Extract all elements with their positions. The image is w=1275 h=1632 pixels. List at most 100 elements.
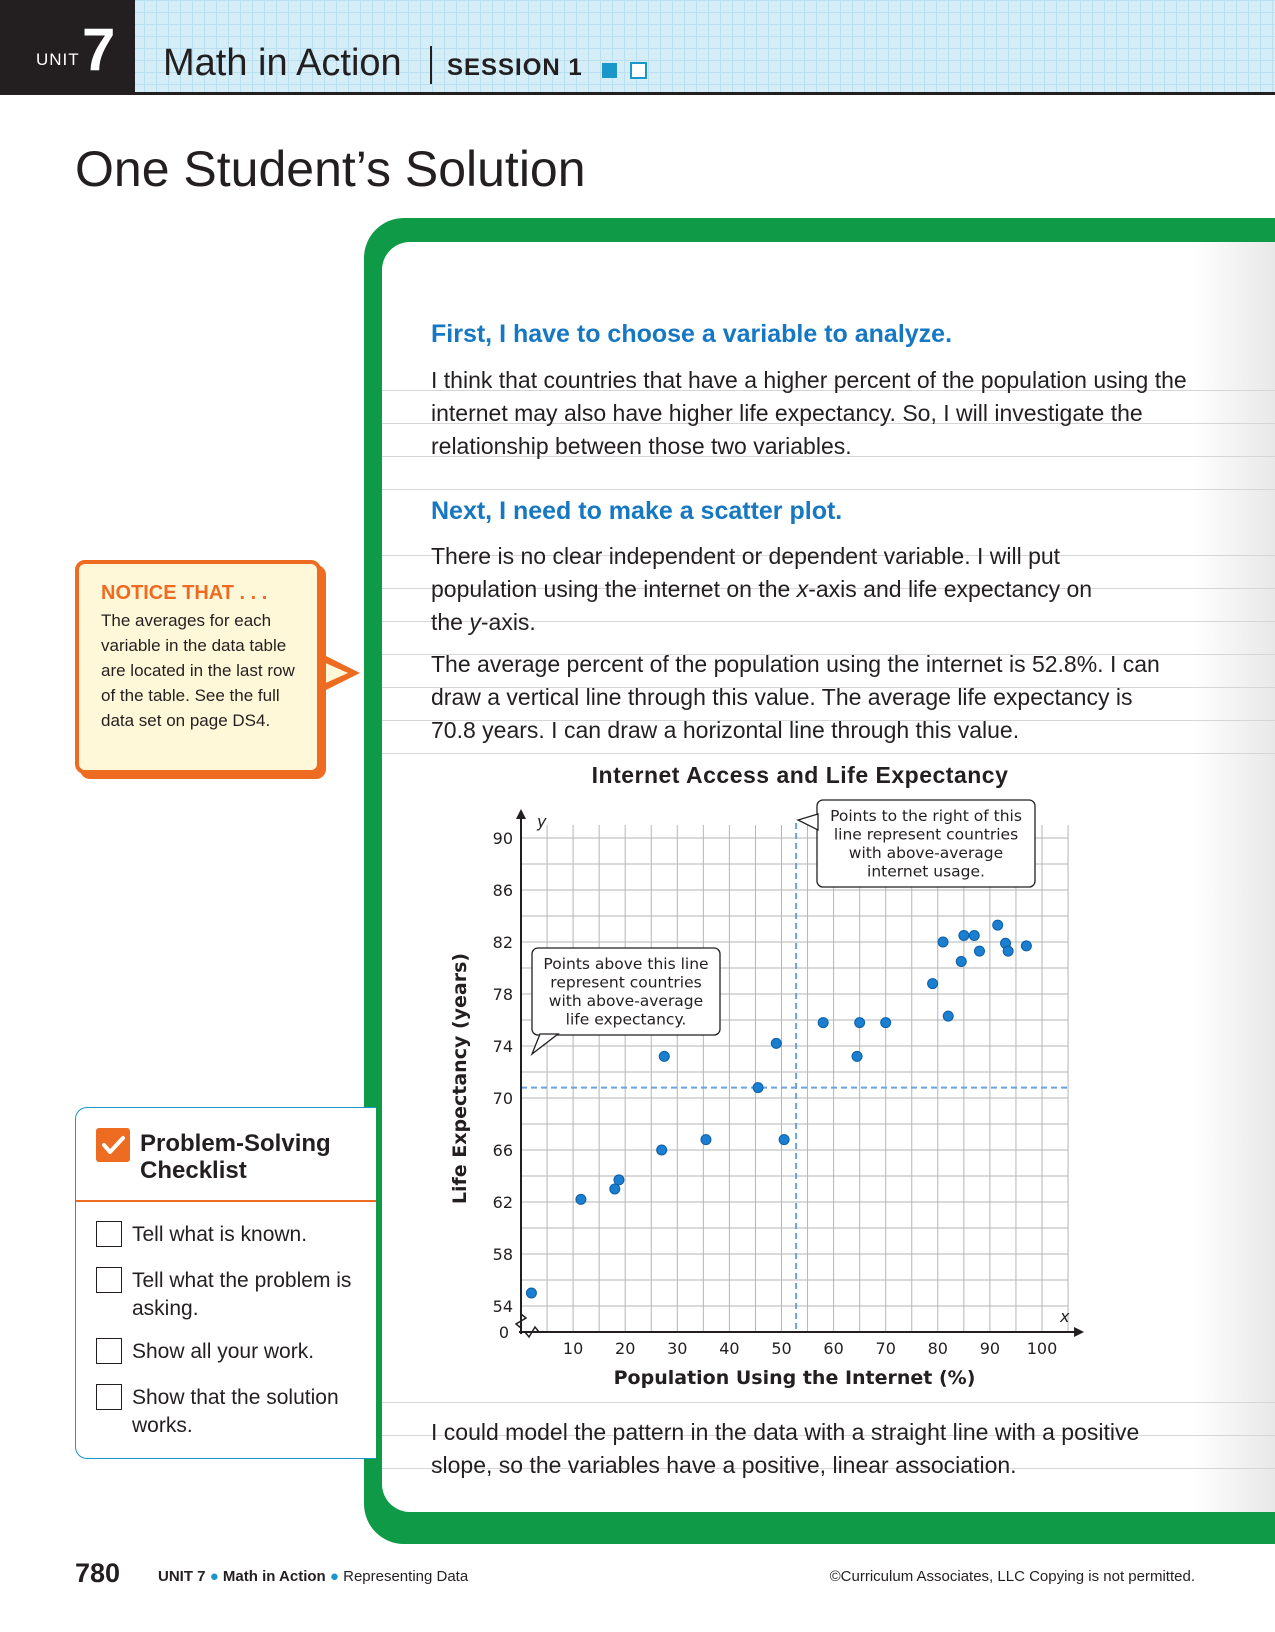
data-point [955,956,967,967]
ruled-line [382,621,1275,622]
data-point [817,1017,829,1029]
scatter-plot: 10 20 30 40 50 60 70 80 90 100 54 58 62 66 70 74 78 82 86 9… [449,799,1085,1388]
y-tick-label: 54 [493,1297,513,1316]
y-tick-label: 90 [493,829,513,848]
data-point [778,1134,790,1146]
callout-life-text: life expectancy. [566,1011,687,1029]
checklist-title: Problem-Solving Checklist [140,1130,331,1184]
data-point [575,1193,587,1205]
checklist-item-label: Show all your work. [132,1340,315,1363]
data-point [613,1174,625,1186]
header-separator [430,46,432,84]
footer-copyright: ©Curriculum Associates, LLC Copying is n… [829,1568,1195,1585]
unit-word: UNIT [36,50,80,69]
callout-internet-text: line represent countries [834,826,1018,844]
x-axis-letter: x [1059,1307,1070,1326]
heading-choose-variable: First, I have to choose a variable to an… [431,320,953,348]
data-point [656,1144,668,1156]
checkmark-icon [96,1128,130,1162]
footer-unit-info: UNIT 7 ● Math in Action ● Representing D… [158,1568,469,1585]
data-point [854,1017,866,1029]
page-title: One Student’s Solution [75,141,586,197]
ruled-line [382,1402,1275,1403]
origin-label: 0 [499,1323,509,1342]
paragraph-axes-text-a: There is no clear independent or depende… [431,543,1061,602]
checkbox[interactable] [96,1338,122,1364]
data-point [1002,945,1014,957]
paragraph-axes-x: x [796,576,809,602]
callout-life-text: represent countries [550,974,701,992]
footer-unit: UNIT 7 [158,1568,206,1585]
footer-section: Math in Action [222,1568,326,1585]
paragraph-averages: The average percent of the population us… [431,651,1160,743]
data-point [609,1183,621,1195]
checkbox[interactable] [96,1267,122,1293]
y-tick-label: 78 [493,985,513,1004]
x-axis-arrow-icon [1074,1327,1085,1337]
checklist-item-label: Tell what the problem is asking. [132,1269,352,1320]
problem-solving-checklist: Problem-Solving Checklist Tell what is k… [75,1107,376,1459]
x-axis-label: Population Using the Internet (%) [614,1367,976,1388]
data-point [958,930,970,941]
y-tick-label: 62 [493,1193,513,1212]
notice-text: The averages for each variable in the da… [101,611,295,730]
callout-internet-text: internet usage. [867,863,985,881]
unit-badge: UNIT 7 [0,0,135,92]
y-axis-letter: y [536,812,547,831]
unit-number: 7 [82,16,116,83]
data-point [880,1017,892,1029]
checkbox[interactable] [96,1384,122,1410]
ruled-line [382,555,1275,556]
data-point [770,1037,782,1049]
callout-life-text: Points above this line [543,955,708,973]
ruled-line [382,687,1275,688]
checklist-divider [76,1200,376,1202]
notice-pointer-icon [312,649,360,697]
notice-heading: NOTICE THAT . . . [101,582,268,604]
checklist-item-label: Show that the solution works. [132,1386,339,1437]
x-tick-label: 40 [719,1339,739,1358]
y-axis-break-icon [514,1313,528,1329]
ruled-line [382,489,1275,490]
paragraph-axes-y: y [469,609,481,635]
ruled-line [382,456,1275,457]
checkbox[interactable] [96,1221,122,1247]
ruled-line [382,753,1275,754]
x-tick-label: 70 [876,1339,896,1358]
callout-internet-tail-icon [796,813,819,832]
session-progress-empty-icon [630,62,647,79]
data-point [968,930,980,941]
ruled-line [382,1468,1275,1469]
callout-life-text: with above-average [549,992,703,1010]
x-tick-label: 30 [667,1339,687,1358]
y-tick-label: 86 [493,881,513,900]
y-tick-label: 66 [493,1141,513,1160]
callout-life-box [531,947,721,1036]
y-axis-arrow-icon [516,809,526,819]
paragraph-axes-text-c: -axis. [480,609,536,635]
ruled-line [382,390,1275,391]
x-tick-label: 60 [823,1339,843,1358]
y-axis-label: Life Expectancy (years) [449,953,471,1204]
checklist-item-label: Tell what is known. [132,1223,308,1246]
data-point [752,1082,764,1094]
y-tick-label: 70 [493,1089,513,1108]
data-point [851,1050,863,1062]
page-header: UNIT 7 Math in Action SESSION 1 [0,0,1275,95]
data-point [937,936,949,948]
callout-internet-text: with above-average [849,844,1003,862]
y-tick-label: 82 [493,933,513,952]
y-tick-label: 58 [493,1245,513,1264]
x-tick-label: 90 [980,1339,1000,1358]
footer-topic: Representing Data [343,1568,469,1585]
callout-life-tail-icon [530,1033,560,1056]
ruled-line [382,654,1275,655]
ruled-line [382,423,1275,424]
x-tick-label: 50 [771,1339,791,1358]
data-point [942,1010,954,1022]
data-point [927,978,939,990]
data-point [525,1287,537,1299]
page-number: 780 [75,1558,121,1588]
x-tick-label: 80 [928,1339,948,1358]
data-point [992,919,1004,931]
